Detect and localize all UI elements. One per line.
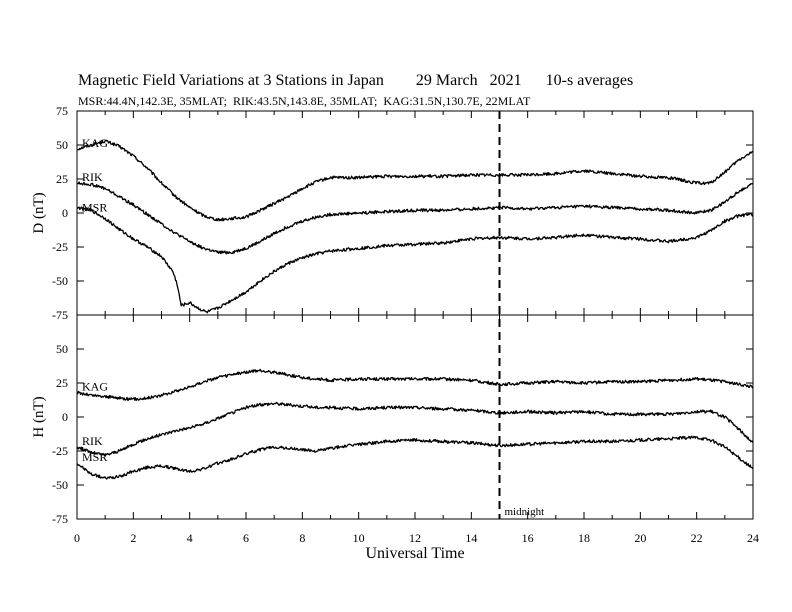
x-tick-label: 2 [130, 531, 136, 545]
midnight-label: midnight [505, 506, 545, 518]
y-tick-label: 25 [56, 376, 68, 390]
x-tick-label: 6 [243, 531, 249, 545]
y-tick-label: -50 [52, 274, 68, 288]
series-label-msr: MSR [82, 201, 107, 215]
x-tick-label: 24 [747, 531, 759, 545]
x-tick-label: 14 [465, 531, 477, 545]
panel-frame-bottom [76, 314, 754, 520]
x-tick-label: 18 [578, 531, 590, 545]
chart-title: Magnetic Field Variations at 3 Stations … [78, 72, 633, 90]
series-line-rik-bottom [76, 401, 754, 457]
title-date: 29 March 2021 [415, 72, 522, 89]
y-tick-label: 0 [62, 410, 68, 424]
y-axis-label-top: D (nT) [31, 192, 47, 233]
title-text: Magnetic Field Variations at 3 Stations … [78, 72, 384, 89]
y-tick-label: -75 [52, 512, 68, 526]
stations-subtitle: MSR:44.4N,142.3E, 35MLAT; RIK:43.5N,143.… [78, 94, 531, 108]
y-tick-label: -75 [52, 308, 68, 322]
x-tick-label: 12 [409, 531, 421, 545]
y-tick-label: 75 [56, 104, 68, 118]
series-label-msr: MSR [82, 450, 107, 464]
series-line-rik-top [77, 181, 754, 255]
x-tick-label: 16 [522, 531, 534, 545]
series-label-rik: RIK [82, 434, 103, 448]
series-label-kag: KAG [82, 136, 108, 150]
x-tick-label: 20 [634, 531, 646, 545]
series-label-kag: KAG [82, 380, 108, 394]
x-tick-label: 0 [74, 531, 80, 545]
series-label-rik: RIK [82, 170, 103, 184]
y-tick-label: -25 [52, 240, 68, 254]
y-axis-label-bottom: H (nT) [31, 396, 47, 437]
y-tick-label: 50 [56, 342, 68, 356]
x-tick-label: 4 [187, 531, 193, 545]
x-tick-label: 10 [353, 531, 365, 545]
y-tick-label: -25 [52, 444, 68, 458]
y-tick-label: 50 [56, 138, 68, 152]
y-tick-label: 25 [56, 172, 68, 186]
x-tick-label: 8 [299, 531, 305, 545]
panel-frame-top [76, 110, 754, 316]
x-tick-label: 22 [691, 531, 703, 545]
y-tick-label: -50 [52, 478, 68, 492]
x-axis-label: Universal Time [365, 545, 464, 562]
series-line-kag-top [76, 139, 754, 222]
y-tick-label: 0 [62, 206, 68, 220]
series-line-msr-top [76, 206, 754, 314]
series-line-kag-bottom [76, 368, 754, 402]
title-averaging: 10-s averages [545, 72, 634, 89]
series-line-msr-bottom [76, 435, 754, 480]
